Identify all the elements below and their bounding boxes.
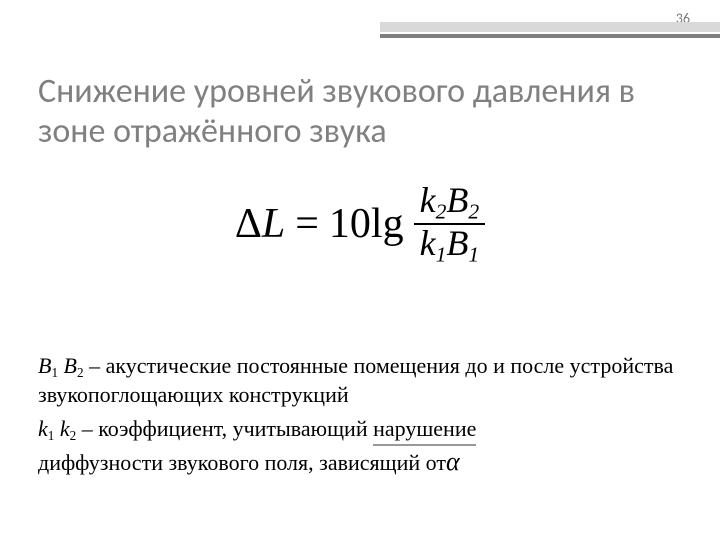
sym-B1: B (38, 353, 51, 378)
bar-light (380, 22, 720, 32)
text-k-underlined: нарушение (373, 415, 476, 447)
coeff-10: 10 (329, 201, 371, 247)
formula: ΔL = 10lg k2B2 k1B1 (0, 182, 720, 266)
var-k2: k (420, 180, 436, 220)
sub-k2: 2 (436, 199, 447, 223)
sub-B2d: 2 (77, 365, 84, 380)
formula-rhs-coeff: 10lg (329, 200, 404, 248)
alpha-symbol: α (446, 446, 460, 479)
text-B: – акустические постоянные помещения до и… (38, 353, 673, 407)
numerator: k2B2 (414, 182, 486, 223)
fraction: k2B2 k1B1 (414, 182, 486, 266)
var-k1: k (420, 223, 436, 263)
bar-dark (380, 34, 720, 38)
delta-symbol: Δ (235, 201, 262, 247)
formula-lhs: ΔL (235, 200, 285, 248)
body-text: B1 B2 – акустические постоянные помещени… (38, 352, 682, 485)
definition-k-line2: диффузности звукового поля, зависящий от… (38, 446, 682, 479)
var-B2: B (446, 180, 468, 220)
slide: 36 Снижение уровней звукового давления в… (0, 0, 720, 540)
sym-k2: k (60, 416, 70, 441)
op-lg: lg (371, 201, 404, 247)
text-k-2: диффузности звукового поля, зависящий от (38, 449, 446, 477)
text-k-1: – коэффициент, учитывающий (76, 416, 373, 441)
var-L: L (262, 201, 285, 247)
sym-B2: B (64, 353, 77, 378)
sub-k1: 1 (436, 243, 447, 267)
sym-k1: k (38, 416, 48, 441)
equals-sign: = (295, 200, 319, 248)
var-B1: B (446, 223, 468, 263)
sub-B2: 2 (468, 199, 479, 223)
slide-title: Снижение уровней звукового давления в зо… (38, 72, 682, 152)
sub-B1: 1 (468, 243, 479, 267)
denominator: k1B1 (414, 225, 486, 266)
decorative-bars (380, 22, 720, 38)
sub-B1d: 1 (51, 365, 58, 380)
definition-k: k1 k2 – коэффициент, учитывающий нарушен… (38, 415, 682, 479)
sub-k1d: 1 (48, 428, 55, 443)
definition-B: B1 B2 – акустические постоянные помещени… (38, 352, 682, 409)
